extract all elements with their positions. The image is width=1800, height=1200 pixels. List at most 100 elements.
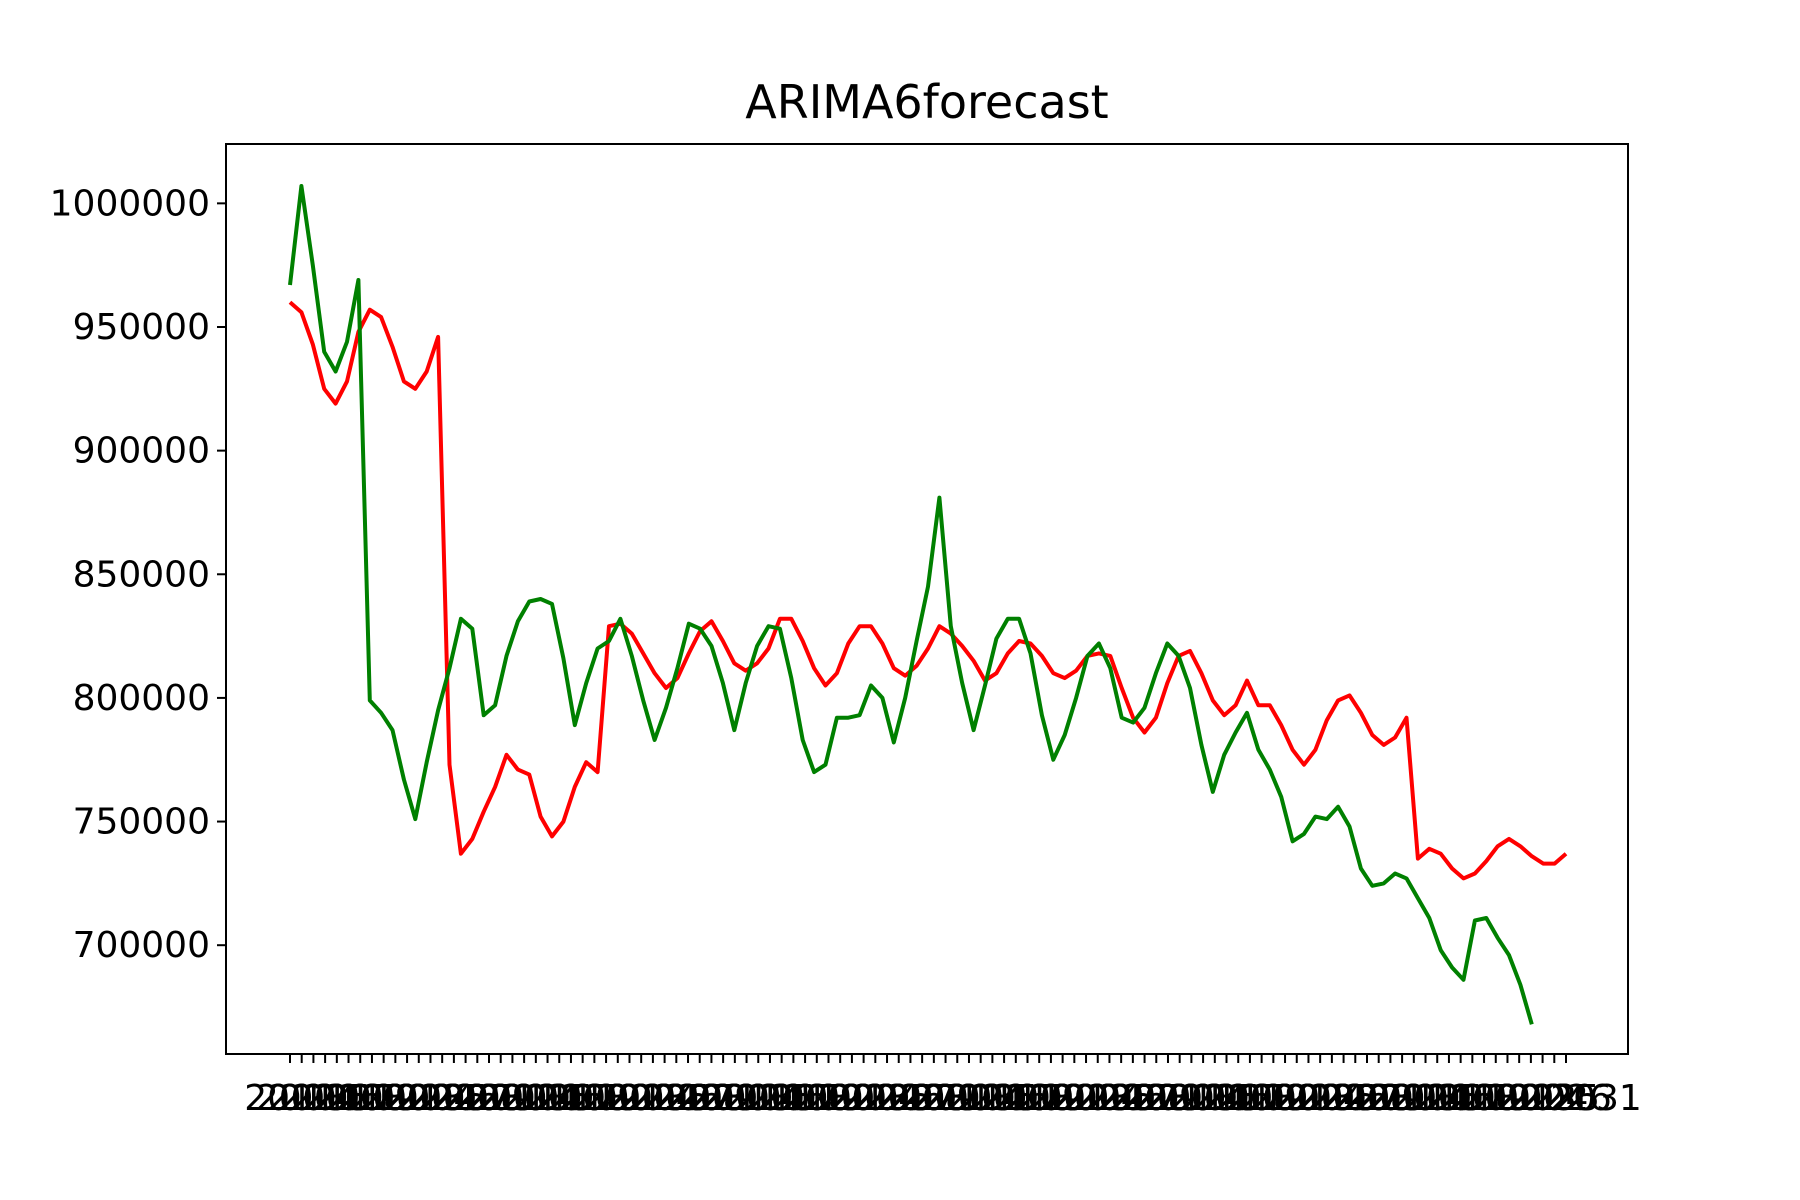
x-tick-label: 2018 xyxy=(1427,1078,1519,1119)
x-tick-label: 2023 xyxy=(1040,1078,1132,1119)
x-tick-label: 2021 xyxy=(1017,1078,1109,1119)
x-tick-label: 2018 xyxy=(1204,1078,1296,1119)
x-tick-label: 2024 xyxy=(1052,1078,1144,1119)
x-tick-label: 2017 xyxy=(1192,1078,1284,1119)
x-tick-label: 2015 xyxy=(947,1078,1039,1119)
x-tick-label: 2023 xyxy=(595,1078,687,1119)
x-tick-label: 2021 xyxy=(1462,1078,1554,1119)
x-tick-label: 2030 xyxy=(1345,1078,1437,1119)
x-tick-label: 2025 xyxy=(1286,1078,1378,1119)
x-tick-label: 2012 xyxy=(244,1078,336,1119)
x-tick-label: 2019 xyxy=(1438,1078,1530,1119)
x-tick-label: 2028 xyxy=(1099,1078,1191,1119)
x-tick-label: 2026 xyxy=(1075,1078,1167,1119)
x-tick-label: 2014 xyxy=(1157,1078,1249,1119)
x-tick-label: 2018 xyxy=(537,1078,629,1119)
x-tick-label: 2020 xyxy=(560,1078,652,1119)
x-tick-label: 2022 xyxy=(1473,1078,1565,1119)
x-tick-label: 2017 xyxy=(748,1078,840,1119)
x-tick-label: 2025 xyxy=(841,1078,933,1119)
x-tick-label: 2030 xyxy=(677,1078,769,1119)
x-tick-label: 2024 xyxy=(385,1078,477,1119)
x-tick-label: 2020 xyxy=(783,1078,875,1119)
x-tick-label: 2021 xyxy=(350,1078,442,1119)
y-axis: 700000 750000 800000 850000 900000 950000 1000… xyxy=(50,183,226,966)
x-tick-label: 2019 xyxy=(771,1078,863,1119)
x-tick-label: 2017 xyxy=(970,1078,1062,1119)
x-tick-label: 2022 xyxy=(361,1078,453,1119)
x-tick-label: 2020 xyxy=(338,1078,430,1119)
x-tick-label: 2012 xyxy=(689,1078,781,1119)
x-tick-label: 2017 xyxy=(303,1078,395,1119)
x-tick-label: 2024 xyxy=(1274,1078,1366,1119)
x-tick-label: 2014 xyxy=(935,1078,1027,1119)
x-tick-label: 2027 xyxy=(1087,1078,1179,1119)
x-tick-label: 2019 xyxy=(326,1078,418,1119)
x-tick-label: 2022 xyxy=(584,1078,676,1119)
x-tick-label: 2018 xyxy=(759,1078,851,1119)
series-line-1 xyxy=(288,300,1568,881)
x-tick-label: 2030 xyxy=(1122,1078,1214,1119)
x-tick-label: 2029 xyxy=(443,1078,535,1119)
x-tick-label: 2023 xyxy=(1263,1078,1355,1119)
x-tick-label: 2015 xyxy=(1391,1078,1483,1119)
x-tick-label: 2013 xyxy=(1146,1078,1238,1119)
x-tick-label: 2022 xyxy=(1029,1078,1121,1119)
x-tick-label: 2019 xyxy=(993,1078,1085,1119)
y-tick-label: 1000000 xyxy=(50,183,210,224)
x-tick-label: 2015 xyxy=(724,1078,816,1119)
x-tick-label: 2030 xyxy=(900,1078,992,1119)
x-tick-label: 2014 xyxy=(268,1078,360,1119)
x-tick-label: 2026 xyxy=(1520,1078,1612,1119)
x-tick-label: 2014 xyxy=(1380,1078,1472,1119)
x-tick-label: 2013 xyxy=(478,1078,570,1119)
x-tick-label: 2018 xyxy=(982,1078,1074,1119)
x-tick-label: 2013 xyxy=(1368,1078,1460,1119)
x-tick-label: 2015 xyxy=(279,1078,371,1119)
x-tick-label: 2014 xyxy=(712,1078,804,1119)
x-tick-label: 2016 xyxy=(513,1078,605,1119)
x-tick-label: 2019 xyxy=(549,1078,641,1119)
x-tick-label: 2019 xyxy=(1216,1078,1308,1119)
x-tick-label: 2016 xyxy=(291,1078,383,1119)
x-tick-label: 2025 xyxy=(619,1078,711,1119)
plot-area xyxy=(225,143,1629,1055)
x-tick-label: 2018 xyxy=(314,1078,406,1119)
x-tick-label: 2016 xyxy=(736,1078,828,1119)
x-tick-label: 2015 xyxy=(502,1078,594,1119)
x-tick-label: 2021 xyxy=(572,1078,664,1119)
y-tick-label: 900000 xyxy=(73,431,210,472)
x-tick-label: 2016 xyxy=(1181,1078,1273,1119)
series-line-2 xyxy=(288,184,1534,1025)
x-tick-label: 2017 xyxy=(525,1078,617,1119)
series-group xyxy=(288,184,1568,1025)
y-tick-label: 750000 xyxy=(73,802,210,843)
x-axis: 2012201320142015201620172018201920202021… xyxy=(244,1054,1642,1119)
x-tick-label: 2029 xyxy=(1110,1078,1202,1119)
x-tick-label: 2016 xyxy=(958,1078,1050,1119)
y-tick-label: 700000 xyxy=(73,925,210,966)
x-tick-label: 2022 xyxy=(1251,1078,1343,1119)
x-tick-label: 2027 xyxy=(420,1078,512,1119)
x-tick-label: 2027 xyxy=(1309,1078,1401,1119)
y-tick-label: 950000 xyxy=(73,307,210,348)
x-tick-label: 2028 xyxy=(431,1078,523,1119)
x-tick-label: 2029 xyxy=(888,1078,980,1119)
x-tick-label: 2013 xyxy=(923,1078,1015,1119)
x-tick-label: 2012 xyxy=(467,1078,559,1119)
x-tick-label: 2021 xyxy=(794,1078,886,1119)
x-tick-label: 2017 xyxy=(1415,1078,1507,1119)
x-tick-label: 2013 xyxy=(256,1078,348,1119)
y-tick-label: 800000 xyxy=(73,678,210,719)
x-tick-label: 2020 xyxy=(1450,1078,1542,1119)
x-tick-label: 2016 xyxy=(1403,1078,1495,1119)
x-tick-label: 2026 xyxy=(408,1078,500,1119)
x-tick-label: 2015 xyxy=(1169,1078,1261,1119)
x-tick-label: 2026 xyxy=(630,1078,722,1119)
x-tick-label: 2012 xyxy=(1134,1078,1226,1119)
y-tick-label: 850000 xyxy=(73,554,210,595)
x-tick-label: 2013 xyxy=(701,1078,793,1119)
x-tick-label: 2024 xyxy=(830,1078,922,1119)
x-tick-label: 2023 xyxy=(1485,1078,1577,1119)
